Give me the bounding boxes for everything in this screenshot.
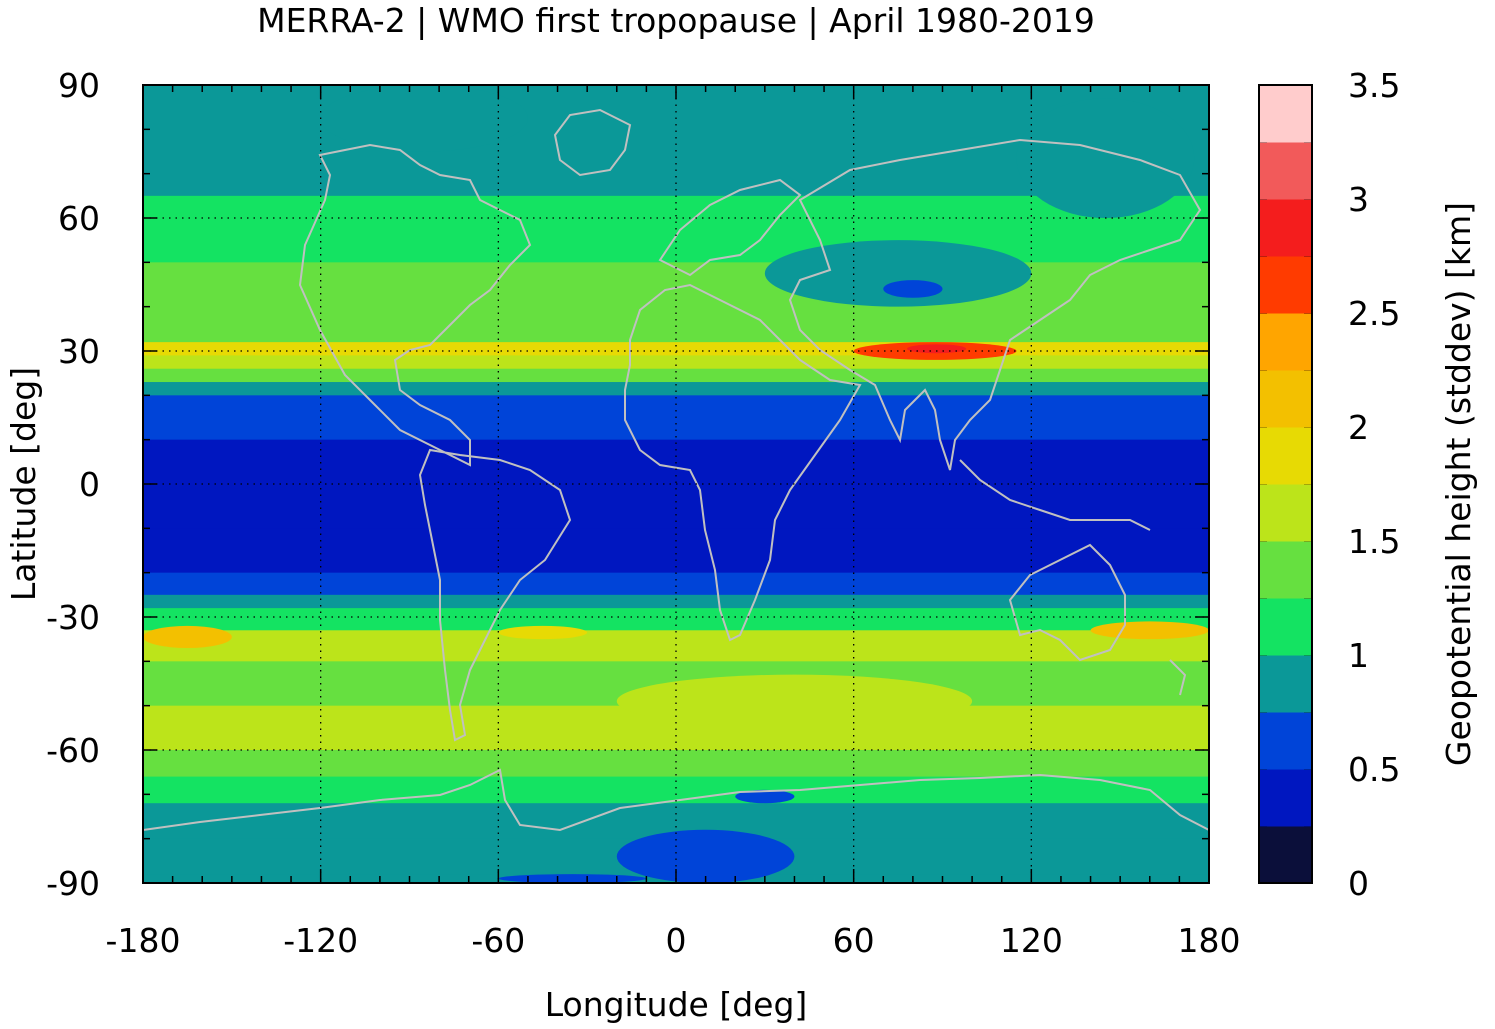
y-axis-label: Latitude [deg] (4, 367, 43, 601)
y-tick-label: -30 (46, 598, 100, 637)
coastline-greenland (553, 108, 632, 177)
zonal-band (143, 355, 1209, 370)
zonal-band (143, 528, 1209, 574)
y-tick-label: 0 (79, 465, 100, 504)
colorbar (1259, 84, 1312, 884)
coastline-antarctica (143, 768, 1209, 832)
colorbar-tick-label: 3 (1348, 180, 1369, 219)
colorbar-swatch (1259, 769, 1312, 827)
x-tick-labels: -180 -120 -60 0 60 120 180 (106, 921, 1241, 960)
colorbar-swatch (1259, 313, 1312, 371)
y-tick-label: 30 (58, 332, 100, 371)
x-tick-label: 60 (833, 921, 875, 960)
plot-frame (142, 84, 1210, 884)
zonal-band (143, 630, 1209, 662)
colorbar-tick-label: 1.5 (1348, 522, 1400, 561)
zonal-band (143, 594, 1209, 609)
coastline-north-america (298, 143, 532, 467)
zonal-band (143, 368, 1209, 383)
coastline-south-america (418, 448, 572, 742)
colorbar-tick-label: 0 (1348, 864, 1369, 903)
x-tick-label: -120 (283, 921, 358, 960)
colorbar-swatch (1259, 484, 1312, 542)
colorbar-tick-label: 1 (1348, 636, 1369, 675)
y-tick-label: -90 (46, 864, 100, 903)
coastline-overlay (143, 108, 1209, 832)
x-tick-label: 0 (666, 921, 687, 960)
colorbar-swatch (1259, 655, 1312, 713)
regional-anomaly (616, 674, 973, 728)
regional-anomaly (764, 240, 1032, 307)
regional-anomaly (616, 829, 795, 883)
colorbar-label: Geopotential height (stddev) [km] (1439, 202, 1478, 766)
zonal-band (143, 382, 1209, 396)
coastline-scandinavia (658, 178, 802, 277)
regional-anomaly (320, 85, 528, 152)
chart-title: MERRA-2 | WMO first tropopause | April 1… (257, 1, 1095, 40)
regional-anomaly (883, 280, 943, 298)
regional-anomaly (143, 625, 232, 649)
regional-anomaly (735, 789, 795, 804)
colorbar-tick-labels: 0 0.5 1 1.5 2 2.5 3 3.5 (1348, 66, 1400, 903)
coastline-australia (1008, 543, 1126, 662)
colorbar-swatch (1259, 541, 1312, 599)
y-tick-label: 90 (58, 66, 100, 105)
y-tick-labels: 90 60 30 0 -30 -60 -90 (46, 66, 100, 903)
colorbar-swatch (1259, 256, 1312, 314)
colorbar-swatch (1259, 85, 1312, 143)
x-tick-label: -180 (106, 921, 181, 960)
coastline-southeast-asia (959, 459, 1151, 531)
colorbar-swatch (1259, 826, 1312, 884)
colorbar-swatch (1259, 598, 1312, 656)
y-tick-label: 60 (58, 199, 100, 238)
regional-anomaly (1090, 621, 1209, 640)
zonal-band (143, 608, 1209, 631)
axis-ticks (142, 84, 1210, 884)
regional-anomaly (906, 344, 967, 354)
colorbar-tick-label: 0.5 (1348, 750, 1400, 789)
x-tick-label: -60 (471, 921, 525, 960)
coastline-new-zealand (1169, 659, 1187, 696)
coastline-asia (788, 138, 1202, 471)
x-tick-label: 120 (1000, 921, 1063, 960)
colorbar-swatch (1259, 427, 1312, 485)
x-axis-label: Longitude [deg] (545, 985, 808, 1024)
regional-anomaly (1016, 98, 1195, 218)
x-tick-label: 180 (1178, 921, 1241, 960)
regional-anomaly (498, 874, 647, 883)
zonal-band (143, 572, 1209, 596)
colorbar-tick-label: 2.5 (1348, 294, 1400, 333)
colorbar-tick-label: 2 (1348, 408, 1369, 447)
heatmap-field (143, 85, 1209, 883)
zonal-band (143, 306, 1209, 343)
zonal-band (143, 342, 1209, 357)
colorbar-tick-label: 3.5 (1348, 66, 1400, 105)
y-tick-label: -60 (46, 731, 100, 770)
grid (143, 85, 1209, 883)
zonal-band (143, 750, 1209, 778)
colorbar-frame (1258, 84, 1313, 884)
colorbar-swatch (1259, 199, 1312, 257)
zonal-band (143, 484, 1209, 529)
colorbar-swatch (1259, 370, 1312, 428)
coastline-europe-africa (624, 283, 862, 642)
colorbar-swatch (1259, 142, 1312, 200)
regional-anomaly (498, 625, 588, 640)
colorbar-swatch (1259, 712, 1312, 770)
